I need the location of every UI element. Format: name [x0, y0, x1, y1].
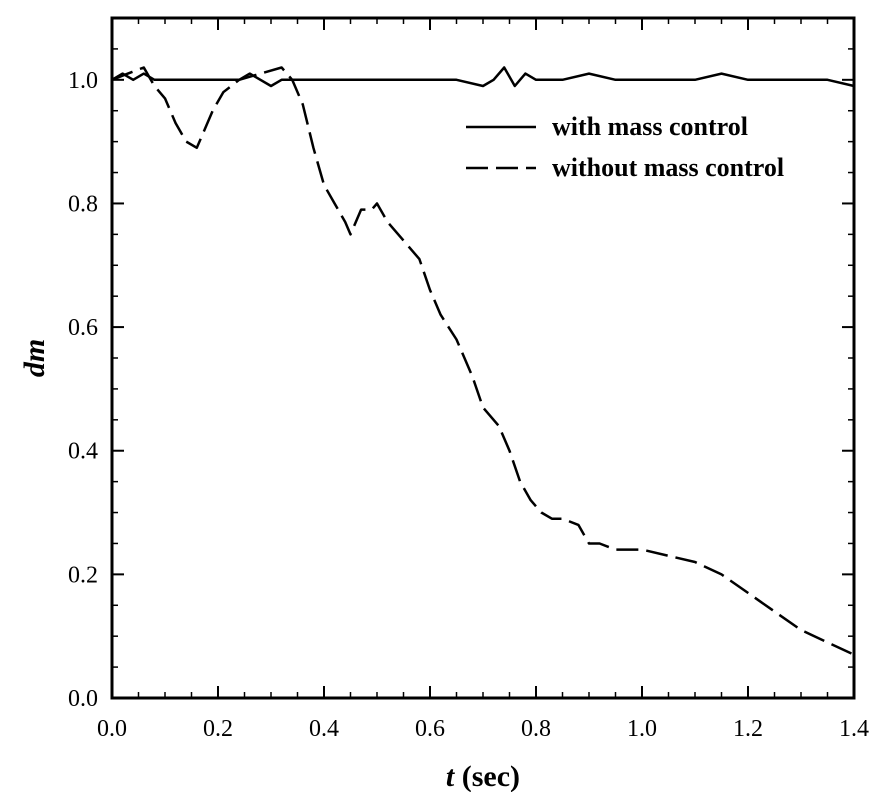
- legend-label-with-mass-control: with mass control: [552, 112, 748, 141]
- y-tick-label: 0.8: [68, 191, 98, 217]
- x-tick-label: 0.0: [97, 716, 127, 742]
- x-tick-label: 0.4: [309, 716, 339, 742]
- x-tick-label: 0.8: [521, 716, 551, 742]
- series-line-without-mass-control: [111, 66, 855, 656]
- x-tick-label: 1.2: [733, 716, 763, 742]
- y-tick-label: 1.0: [68, 68, 98, 94]
- x-tick-label: 1.4: [839, 716, 869, 742]
- x-tick-label: 0.6: [415, 716, 445, 742]
- x-tick-label: 0.2: [203, 716, 233, 742]
- y-tick-label: 0.6: [68, 315, 98, 341]
- axis-tick-labels: 0.0 0.2 0.4 0.6 0.8 1.0 1.2 1.4 0.0 0.2 0.4 0.6 0.8 1…: [68, 68, 869, 742]
- y-tick-label: 0.0: [68, 686, 98, 712]
- y-tick-label: 0.4: [68, 439, 98, 465]
- legend-label-without-mass-control: without mass control: [552, 153, 784, 182]
- y-tick-label: 0.2: [68, 562, 98, 588]
- series-lines: [111, 66, 855, 656]
- x-tick-label: 1.0: [627, 716, 657, 742]
- x-axis-title: t (sec): [446, 760, 520, 792]
- y-axis-title: dm: [18, 339, 51, 377]
- x-axis-variable: t: [446, 760, 456, 792]
- series-line-with-mass-control: [111, 66, 855, 88]
- plot-frame: [110, 16, 856, 700]
- x-axis-unit: (sec): [454, 760, 520, 792]
- legend: with mass control without mass control: [466, 112, 784, 182]
